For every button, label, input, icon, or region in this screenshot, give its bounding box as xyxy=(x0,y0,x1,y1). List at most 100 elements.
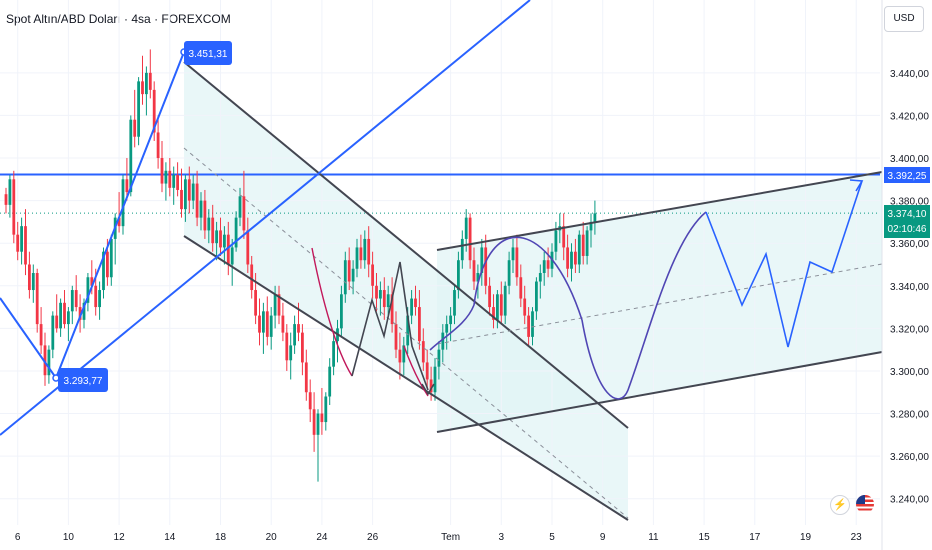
candle xyxy=(340,285,343,337)
candle-body xyxy=(67,311,70,325)
candle-body xyxy=(156,132,160,159)
candle xyxy=(511,238,515,273)
candle xyxy=(137,77,140,146)
candle-body xyxy=(320,413,324,423)
candle xyxy=(585,226,589,265)
candle-body xyxy=(277,294,281,316)
candle xyxy=(74,275,78,312)
candle xyxy=(484,234,488,295)
currency-button[interactable]: USD xyxy=(884,6,924,32)
rising-trendline[interactable] xyxy=(0,0,531,436)
candle xyxy=(507,251,511,295)
candle xyxy=(457,251,460,299)
descending-channel-lower-line[interactable] xyxy=(183,235,629,521)
rounding-arc-left[interactable] xyxy=(473,236,583,321)
candle xyxy=(414,285,417,316)
ascending-channel-upper-line[interactable] xyxy=(436,171,883,251)
candle-body xyxy=(496,294,499,320)
zigzag-wave-line[interactable] xyxy=(705,180,863,348)
candle xyxy=(129,115,133,197)
candle-body xyxy=(332,341,335,367)
candle xyxy=(301,324,304,376)
candlestick-series xyxy=(4,49,597,482)
impulse-wave-line[interactable] xyxy=(0,51,185,381)
candle xyxy=(211,204,215,252)
rounding-arc-bottom[interactable] xyxy=(581,211,707,400)
candle-body xyxy=(519,277,523,299)
candle-body xyxy=(566,247,569,269)
candle xyxy=(293,315,296,354)
swing-curve-a[interactable] xyxy=(311,247,353,377)
candle-body xyxy=(425,362,429,380)
channel-fills xyxy=(184,62,882,520)
us-flag-icon[interactable] xyxy=(856,495,874,513)
horizontal-levels xyxy=(0,173,880,214)
swing-curve-b[interactable] xyxy=(403,345,429,397)
candle xyxy=(43,332,47,386)
candle xyxy=(31,264,35,303)
candle-body xyxy=(535,281,538,312)
candle-body xyxy=(304,362,308,393)
candle xyxy=(332,332,335,376)
candle-body xyxy=(269,315,273,337)
candle-body xyxy=(121,179,125,227)
candle xyxy=(433,358,437,401)
candle-body xyxy=(492,307,495,320)
candle-body xyxy=(281,315,285,333)
candle-body xyxy=(468,217,472,261)
candle-body xyxy=(297,324,300,333)
candle-body xyxy=(172,175,176,188)
candle xyxy=(527,307,530,346)
candle xyxy=(20,217,23,265)
price-tick-label: 3.400,00 xyxy=(890,154,929,165)
lightning-icon[interactable]: ⚡ xyxy=(830,495,850,515)
candle xyxy=(133,89,137,148)
candle xyxy=(117,192,121,233)
descending-channel-midline[interactable] xyxy=(183,147,629,519)
candle-body xyxy=(250,264,254,291)
ascending-channel-midline[interactable] xyxy=(436,263,883,345)
candle-body xyxy=(70,290,74,312)
candle-body xyxy=(499,294,503,316)
time-tick-label: 5 xyxy=(549,532,555,543)
candle-body xyxy=(589,221,593,231)
time-tick-label: 11 xyxy=(648,532,659,543)
candle xyxy=(503,281,507,325)
path-projection-line[interactable] xyxy=(351,261,429,391)
candle xyxy=(320,387,324,435)
price-axis[interactable]: 3.440,00 3.420,00 3.400,00 3.380,00 3.360,00… xyxy=(881,0,929,550)
price-tick-label: 3.280,00 xyxy=(890,410,929,421)
candle xyxy=(51,311,55,359)
swing-high-label: 3.451,31 xyxy=(189,49,228,60)
candle-body xyxy=(445,324,449,333)
time-tick-label: 24 xyxy=(316,532,328,543)
candle-body xyxy=(223,234,226,248)
candle xyxy=(223,226,226,265)
candle-body xyxy=(94,285,98,308)
time-tick-label: 20 xyxy=(266,532,278,543)
candle xyxy=(191,175,195,210)
descending-channel-upper-line[interactable] xyxy=(183,61,629,429)
candle-body xyxy=(20,226,23,252)
rounding-arc-entry[interactable] xyxy=(429,304,475,351)
candle xyxy=(184,175,187,222)
candle-body xyxy=(106,251,109,278)
candle-body xyxy=(211,217,215,244)
candle xyxy=(402,336,406,376)
candle-body xyxy=(195,183,199,218)
ascending-channel-lower-line[interactable] xyxy=(436,351,883,433)
candle xyxy=(242,170,246,239)
time-axis[interactable]: 6 10 12 14 18 20 24 26 Tem 3 5 9 11 15 17 19 23 xyxy=(15,532,862,543)
candle xyxy=(109,234,113,286)
candle-body xyxy=(476,273,480,282)
candle-body xyxy=(511,247,515,261)
candle-body xyxy=(457,260,460,291)
candle xyxy=(425,349,429,388)
candle xyxy=(152,81,156,141)
candle-body xyxy=(289,345,293,361)
candle xyxy=(515,234,519,286)
candle-body xyxy=(273,294,277,316)
candle-body xyxy=(406,315,410,346)
candle-body xyxy=(554,230,558,252)
